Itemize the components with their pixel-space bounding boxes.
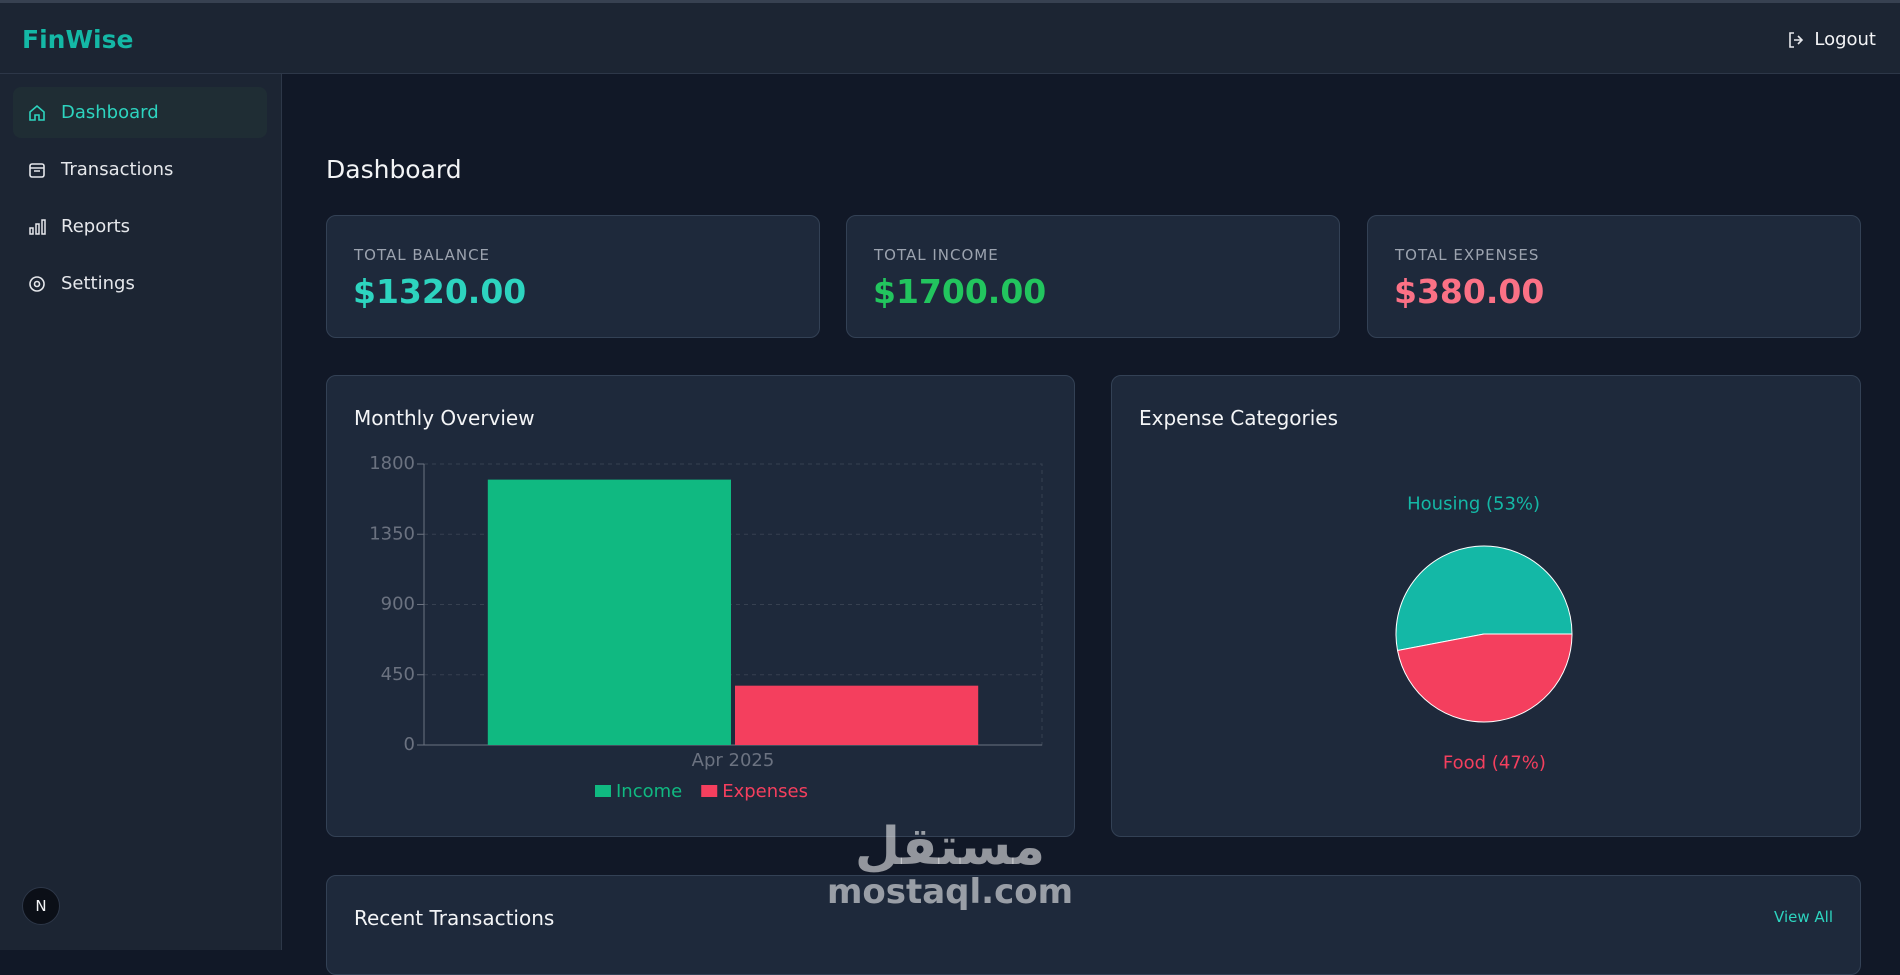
nav-label: Reports	[61, 216, 131, 237]
nav-label: Transactions	[61, 159, 174, 180]
watermark: مستقل mostaql.com	[0, 820, 1900, 910]
y-tick-label: 900	[381, 594, 415, 615]
stat-label: TOTAL BALANCE	[354, 246, 491, 264]
stat-value: $1320.00	[353, 272, 527, 311]
legend-swatch	[595, 785, 611, 797]
icon	[29, 104, 45, 121]
stat-label: TOTAL EXPENSES	[1395, 246, 1540, 264]
watermark-latin: mostaql.com	[826, 871, 1074, 912]
legend-label: Income	[616, 781, 682, 802]
pie-label: Food (47%)	[1443, 752, 1546, 773]
brand[interactable]: FinWise	[22, 25, 134, 54]
stat-card: TOTAL INCOME $1700.00	[846, 215, 1340, 338]
nav-label: Settings	[61, 273, 135, 294]
legend-swatch	[701, 785, 718, 797]
y-tick-label: 1800	[369, 453, 415, 474]
logout-button[interactable]: Logout	[1786, 29, 1876, 50]
nav-item[interactable]: Settings	[13, 258, 267, 309]
view-all-link[interactable]: View All	[1774, 908, 1833, 926]
y-tick-label: 450	[381, 664, 415, 685]
watermark-arabic: مستقل	[854, 817, 1046, 877]
y-tick-label: 1350	[369, 523, 415, 544]
x-tick-label: Apr 2025	[692, 750, 775, 771]
section-title: Recent Transactions	[354, 906, 555, 930]
badge[interactable]: N	[22, 887, 60, 925]
pie-slice	[1395, 545, 1573, 652]
icon	[29, 218, 46, 235]
stat-card: TOTAL EXPENSES $380.00	[1367, 215, 1861, 338]
nav-item[interactable]: Dashboard	[13, 87, 267, 138]
logout-icon	[1789, 31, 1804, 48]
stat-label: TOTAL INCOME	[874, 246, 999, 264]
charts: 0 450 900 1350 1800 Apr 2025 Income Expenses Hou…	[369, 453, 1573, 802]
sidebar: Dashboard Transactions Reports Settings	[0, 74, 282, 950]
stat-card: TOTAL BALANCE $1320.00	[326, 215, 820, 338]
stat-value: $380.00	[1394, 272, 1545, 311]
header: FinWise Logout	[0, 0, 1900, 74]
pie-label: Housing (53%)	[1407, 494, 1540, 515]
page-title: Dashboard	[326, 155, 462, 184]
nav-label: Dashboard	[61, 102, 159, 123]
bar	[487, 479, 731, 745]
logout-label: Logout	[1814, 29, 1876, 50]
chart-title: Expense Categories	[1139, 406, 1339, 430]
nav-item[interactable]: Reports	[13, 201, 267, 252]
chart-title: Monthly Overview	[354, 406, 535, 430]
nav-item[interactable]: Transactions	[13, 144, 267, 195]
pie-slice	[1396, 633, 1573, 723]
icon	[29, 162, 45, 178]
icon	[29, 275, 45, 292]
y-tick-label: 0	[404, 734, 415, 755]
legend-label: Expenses	[722, 781, 808, 802]
stat-value: $1700.00	[873, 272, 1047, 311]
bar	[735, 685, 979, 745]
chart-card: Monthly Overview	[326, 375, 1075, 837]
